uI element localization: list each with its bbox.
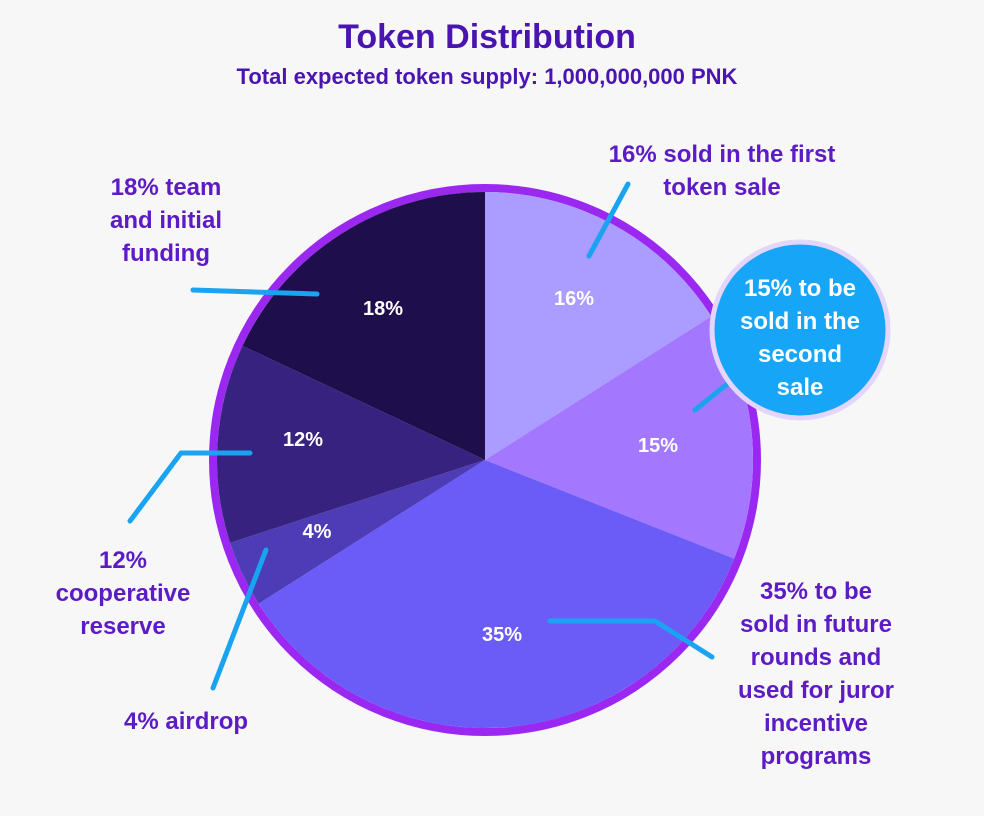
slice-label-first-sale: 16%	[554, 288, 594, 310]
leader-line-first-sale	[586, 181, 631, 259]
annotation-line: sale	[777, 374, 824, 401]
annotation-line: funding	[122, 240, 210, 267]
annotation-line: 18% team	[111, 174, 222, 201]
pie-group: 16% 15% 35% 4% 12% 18%	[209, 184, 761, 736]
pie-slice-airdrop	[230, 460, 485, 604]
annotations: 16% sold in the first token sale 15% to be…	[56, 141, 894, 770]
annotation-line: second	[758, 341, 842, 368]
slice-label-team: 18%	[363, 298, 403, 320]
pie-slice-second-sale	[485, 316, 753, 559]
annotation-line: cooperative	[56, 580, 191, 607]
leader-line-team	[190, 287, 320, 297]
annotation-line: token sale	[663, 174, 780, 201]
annotation-line: 12%	[99, 547, 147, 574]
annotation-line: sold in future	[740, 611, 892, 638]
second-sale-callout-circle	[709, 239, 891, 421]
annotation-line: 16% sold in the first	[609, 141, 836, 168]
slice-label-future-rounds: 35%	[482, 624, 522, 646]
annotation-first-sale: 16% sold in the first token sale	[609, 141, 836, 201]
chart-title: Token Distribution	[338, 18, 636, 56]
leader-line-cooperative-reserve	[127, 450, 253, 524]
slice-label-airdrop: 4%	[303, 521, 332, 543]
annotation-line: and initial	[110, 207, 222, 234]
annotation-line: programs	[761, 743, 872, 770]
annotation-line: used for juror	[738, 677, 894, 704]
slice-label-second-sale: 15%	[638, 435, 678, 457]
leader-line-future-rounds	[547, 618, 715, 660]
annotation-line: rounds and	[751, 644, 882, 671]
annotation-second-sale: 15% to be sold in the second sale	[740, 275, 860, 401]
pie-slice-cooperative-reserve	[216, 345, 485, 543]
annotation-line: sold in the	[740, 308, 860, 335]
chart-subtitle: Total expected token supply: 1,000,000,0…	[237, 64, 738, 89]
pie-slice-team	[242, 192, 485, 460]
leader-line-airdrop	[210, 547, 269, 691]
pie-slice-first-sale	[485, 192, 712, 460]
annotation-line: 35% to be	[760, 578, 872, 605]
annotation-airdrop: 4% airdrop	[124, 708, 248, 735]
annotation-line: reserve	[80, 613, 165, 640]
annotation-team: 18% team and initial funding	[110, 174, 222, 267]
pie-outer-ring	[209, 184, 761, 736]
annotation-cooperative-reserve: 12% cooperative reserve	[56, 547, 191, 640]
annotation-line: 15% to be	[744, 275, 856, 302]
annotation-line: incentive	[764, 710, 868, 737]
pie-slice-future-rounds	[258, 460, 735, 728]
slice-label-cooperative-reserve: 12%	[283, 429, 323, 451]
annotation-future-rounds: 35% to be sold in future rounds and used fo…	[738, 578, 894, 770]
annotation-line: 4% airdrop	[124, 708, 248, 735]
leader-lines	[127, 181, 739, 691]
